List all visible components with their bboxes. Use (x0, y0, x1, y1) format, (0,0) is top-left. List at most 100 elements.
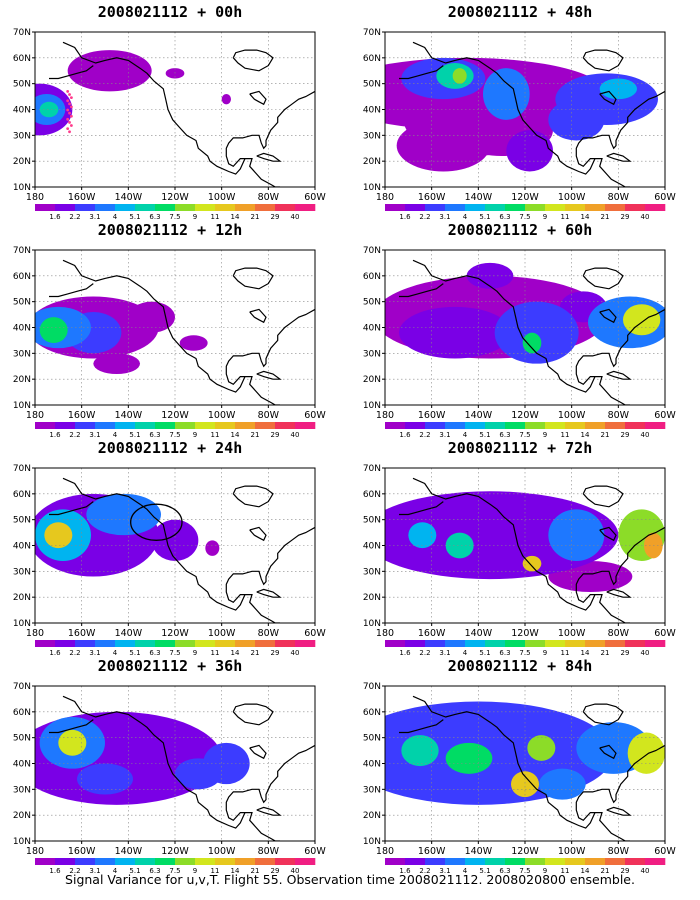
colorbar-label: 40 (291, 213, 300, 220)
coastline (225, 90, 315, 168)
lat-label: 50N (13, 298, 31, 308)
colorbar-swatch (155, 204, 176, 211)
track-point (68, 111, 71, 115)
colorbar-label: 2.2 (419, 213, 430, 220)
colorbar-label: 2.2 (69, 431, 80, 438)
track-point (68, 102, 71, 106)
contour-blob (539, 768, 586, 800)
lat-label: 40N (13, 542, 31, 552)
lat-label: 10N (363, 401, 381, 411)
contour-blob (86, 493, 161, 536)
colorbar-swatch (195, 422, 216, 429)
colorbar-label: 11 (561, 867, 570, 874)
colorbar-swatch (525, 640, 546, 647)
lon-label: 140W (115, 846, 143, 857)
colorbar-label: 29 (271, 649, 280, 656)
contour-blob (203, 742, 250, 785)
coastline (49, 65, 94, 80)
lat-label: 50N (363, 80, 381, 90)
lat-label: 20N (13, 811, 31, 821)
lon-label: 120W (511, 192, 539, 203)
colorbar-swatch (135, 204, 156, 211)
panel-12h: 2008021112 + 12h 70N 60N 50N 40N 30N 20N 10N 18… (0, 218, 340, 438)
colorbar-swatch (385, 204, 406, 211)
field-layer (35, 493, 220, 577)
lat-label: 70N (13, 682, 31, 692)
colorbar-swatch (195, 858, 216, 865)
colorbar-swatch (545, 640, 566, 647)
contour-blob (527, 735, 556, 761)
lat-label: 40N (13, 106, 31, 116)
field-layer (385, 701, 665, 805)
track-point (66, 90, 70, 93)
panel-title: 2008021112 + 60h (447, 221, 593, 239)
colorbar-swatch (585, 858, 606, 865)
colorbar-label: 1.6 (49, 867, 61, 874)
colorbar-swatch (215, 422, 236, 429)
colorbar-swatch (565, 858, 586, 865)
colorbar-label: 3.1 (439, 649, 450, 656)
colorbar-label: 11 (211, 213, 220, 220)
coastline (606, 370, 632, 380)
colorbar-label: 6.3 (149, 649, 160, 656)
colorbar-label: 21 (251, 867, 260, 874)
lon-label: 140W (115, 628, 143, 639)
coastline (232, 267, 274, 290)
panel-60h: 2008021112 + 60h 70N 60N 50N 40N 30N 20N 10N 18… (350, 218, 690, 438)
lon-label: 60W (304, 846, 326, 857)
lat-label: 10N (363, 619, 381, 629)
colorbar-label: 1.6 (49, 213, 61, 220)
contour-blob (548, 509, 605, 561)
lat-label: 10N (13, 401, 31, 411)
colorbar-swatch (115, 422, 136, 429)
colorbar-swatch (75, 422, 96, 429)
colorbar-label: 9 (193, 431, 197, 438)
colorbar-label: 5.1 (479, 431, 490, 438)
lon-label: 140W (115, 410, 143, 421)
track-point (70, 124, 73, 127)
track-point (70, 114, 73, 118)
contour-blob (445, 742, 493, 774)
colorbar-label: 7.5 (519, 649, 530, 656)
colorbar-label: 9 (543, 649, 547, 656)
lat-label: 10N (13, 183, 31, 193)
lat-label: 30N (13, 349, 31, 359)
colorbar-label: 2.2 (419, 867, 430, 874)
panel-00h: 2008021112 + 00h 70N 60N 50N 40N 30N 20N 10N 18… (0, 0, 340, 220)
lat-label: 70N (363, 28, 381, 38)
lat-label: 50N (13, 80, 31, 90)
lon-label: 100W (558, 410, 586, 421)
colorbar-swatch (215, 640, 236, 647)
colorbar-swatch (115, 204, 136, 211)
colorbar-swatch (155, 422, 176, 429)
colorbar-swatch (275, 640, 296, 647)
colorbar-swatch (155, 858, 176, 865)
lat-label: 20N (363, 157, 381, 167)
lat-label: 70N (13, 28, 31, 38)
colorbar-swatch (625, 422, 646, 429)
coastline (225, 526, 315, 604)
colorbar-swatch (565, 640, 586, 647)
colorbar-label: 21 (601, 213, 610, 220)
colorbar-swatch (95, 204, 116, 211)
colorbar-label: 6.3 (149, 867, 160, 874)
colorbar-swatch (585, 204, 606, 211)
contour-blob (179, 335, 208, 351)
lon-label: 80W (258, 628, 280, 639)
coastline (575, 526, 665, 604)
coastlines (49, 695, 315, 841)
colorbar-label: 9 (193, 649, 197, 656)
track-point (68, 121, 71, 124)
colorbar-label: 3.1 (89, 649, 100, 656)
colorbar-label: 14 (581, 867, 590, 874)
coastline (412, 695, 630, 841)
field-layer (35, 50, 231, 136)
colorbar-label: 3.1 (89, 867, 100, 874)
lon-label: 100W (208, 628, 236, 639)
contour-blob (399, 306, 511, 359)
colorbar-label: 1.6 (49, 431, 61, 438)
track-point (70, 105, 73, 109)
colorbar-label: 9 (193, 867, 197, 874)
